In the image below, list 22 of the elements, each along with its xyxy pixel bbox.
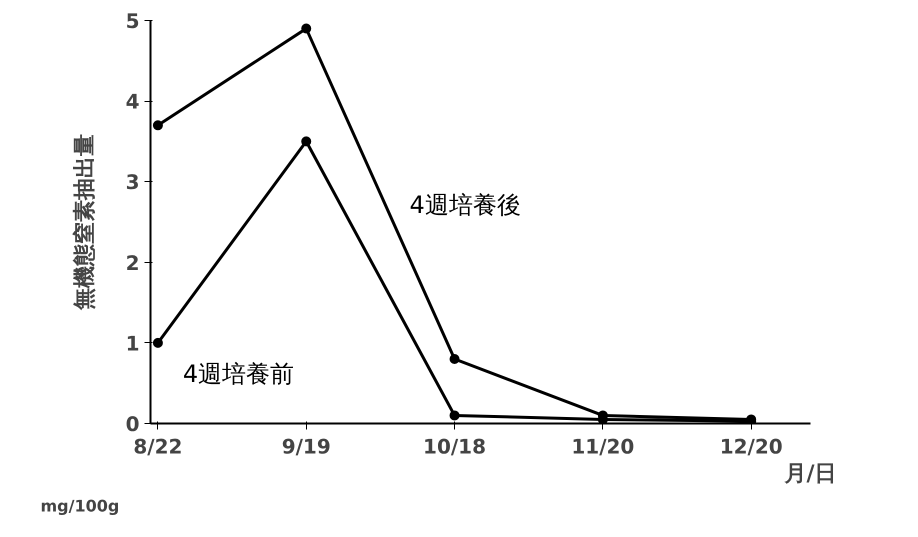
series-label: 4週培養前 [182,360,294,388]
point [450,410,460,420]
y-tick-label: 2 [126,250,140,275]
x-tick-label: 8/22 [133,434,182,458]
point [301,136,312,146]
point [152,338,163,348]
text: mg/100g [40,496,120,516]
point [152,120,163,130]
point [450,354,460,364]
y-tick-label: 3 [126,170,140,194]
x-tick-label: 10/18 [423,434,486,458]
y-tick-label: 4 [126,90,140,114]
y-axis-title: 無機態窒素抽出量 [72,134,98,311]
x-axis-title: 月/日 [783,462,837,486]
y-tick-label: 5 [126,9,140,33]
x-tick-label: 11/20 [571,434,634,458]
y-tick-label: 0 [126,412,140,436]
x-tick-label: 12/20 [720,434,783,458]
x-tick-label: 9/19 [282,434,331,458]
point [301,24,312,34]
y-tick-label: 1 [126,331,140,356]
series-label: 4週培養後 [410,191,521,220]
